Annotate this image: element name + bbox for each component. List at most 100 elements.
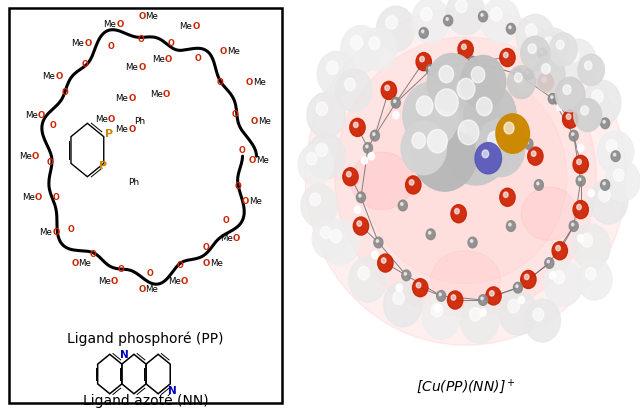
Circle shape	[431, 79, 437, 86]
Text: O: O	[242, 197, 249, 206]
Circle shape	[579, 146, 580, 148]
Circle shape	[524, 274, 529, 279]
Circle shape	[358, 266, 369, 280]
Text: O: O	[138, 63, 145, 72]
Circle shape	[520, 298, 522, 300]
Text: Me: Me	[79, 259, 92, 268]
Circle shape	[340, 25, 381, 73]
Text: O: O	[192, 22, 200, 31]
Circle shape	[572, 133, 574, 136]
Circle shape	[611, 151, 620, 162]
Circle shape	[479, 295, 488, 305]
Circle shape	[398, 200, 407, 211]
Circle shape	[577, 235, 584, 242]
Circle shape	[598, 188, 610, 202]
Circle shape	[301, 184, 337, 227]
Circle shape	[513, 282, 522, 293]
Text: Me: Me	[22, 193, 35, 202]
Circle shape	[605, 160, 640, 201]
Circle shape	[368, 152, 374, 160]
Circle shape	[312, 218, 347, 259]
Circle shape	[402, 270, 411, 281]
Circle shape	[366, 145, 368, 148]
Circle shape	[508, 66, 535, 99]
Circle shape	[482, 150, 489, 158]
Text: O: O	[49, 121, 56, 130]
Circle shape	[362, 157, 367, 164]
Circle shape	[443, 64, 502, 134]
Circle shape	[377, 6, 415, 51]
Circle shape	[582, 80, 621, 125]
Text: Me: Me	[115, 125, 128, 134]
Text: O: O	[108, 115, 115, 124]
Circle shape	[563, 110, 578, 128]
Circle shape	[316, 143, 328, 157]
Text: Me: Me	[150, 90, 163, 99]
Circle shape	[504, 52, 508, 58]
Circle shape	[317, 51, 356, 97]
Circle shape	[541, 64, 550, 74]
Text: Me: Me	[42, 72, 55, 81]
Circle shape	[515, 73, 522, 82]
Circle shape	[429, 67, 431, 70]
Circle shape	[577, 259, 612, 300]
Circle shape	[451, 205, 467, 223]
Text: O: O	[61, 88, 68, 97]
Text: O: O	[111, 277, 118, 286]
Circle shape	[526, 141, 529, 144]
Circle shape	[376, 240, 378, 242]
Circle shape	[381, 81, 397, 99]
Text: O: O	[233, 234, 240, 243]
Text: O: O	[52, 228, 60, 237]
Text: O: O	[138, 35, 144, 44]
Circle shape	[428, 53, 476, 111]
Text: O: O	[177, 261, 183, 270]
Circle shape	[513, 69, 522, 79]
Circle shape	[566, 114, 571, 119]
Circle shape	[413, 279, 428, 297]
Circle shape	[534, 55, 565, 92]
Circle shape	[357, 221, 362, 226]
Text: Me: Me	[19, 152, 32, 161]
Circle shape	[422, 294, 460, 339]
Circle shape	[460, 55, 506, 109]
Circle shape	[521, 36, 550, 71]
Circle shape	[550, 272, 556, 279]
Circle shape	[460, 298, 499, 343]
Circle shape	[518, 83, 525, 90]
Circle shape	[480, 309, 486, 316]
Circle shape	[383, 282, 422, 327]
Text: O: O	[180, 277, 188, 286]
Circle shape	[378, 254, 393, 272]
Circle shape	[458, 40, 473, 58]
Circle shape	[516, 71, 518, 74]
Circle shape	[435, 89, 458, 116]
Circle shape	[528, 147, 543, 165]
Circle shape	[447, 291, 463, 309]
Circle shape	[509, 26, 511, 29]
Circle shape	[563, 85, 571, 95]
Circle shape	[556, 77, 585, 112]
Circle shape	[578, 54, 604, 85]
Ellipse shape	[364, 70, 567, 284]
Text: O: O	[164, 55, 172, 64]
Circle shape	[509, 223, 511, 226]
Circle shape	[572, 223, 574, 226]
Circle shape	[531, 151, 536, 156]
Circle shape	[394, 100, 396, 103]
Circle shape	[558, 39, 596, 84]
Circle shape	[440, 118, 449, 129]
Circle shape	[349, 257, 387, 302]
Circle shape	[479, 11, 488, 22]
Text: O: O	[108, 42, 115, 51]
Circle shape	[506, 221, 515, 231]
Circle shape	[447, 0, 484, 35]
Circle shape	[473, 70, 479, 78]
Circle shape	[454, 208, 460, 214]
Circle shape	[600, 180, 610, 190]
Circle shape	[381, 258, 386, 263]
Circle shape	[573, 99, 602, 132]
Circle shape	[428, 129, 447, 153]
Circle shape	[470, 240, 473, 242]
Circle shape	[488, 112, 490, 115]
